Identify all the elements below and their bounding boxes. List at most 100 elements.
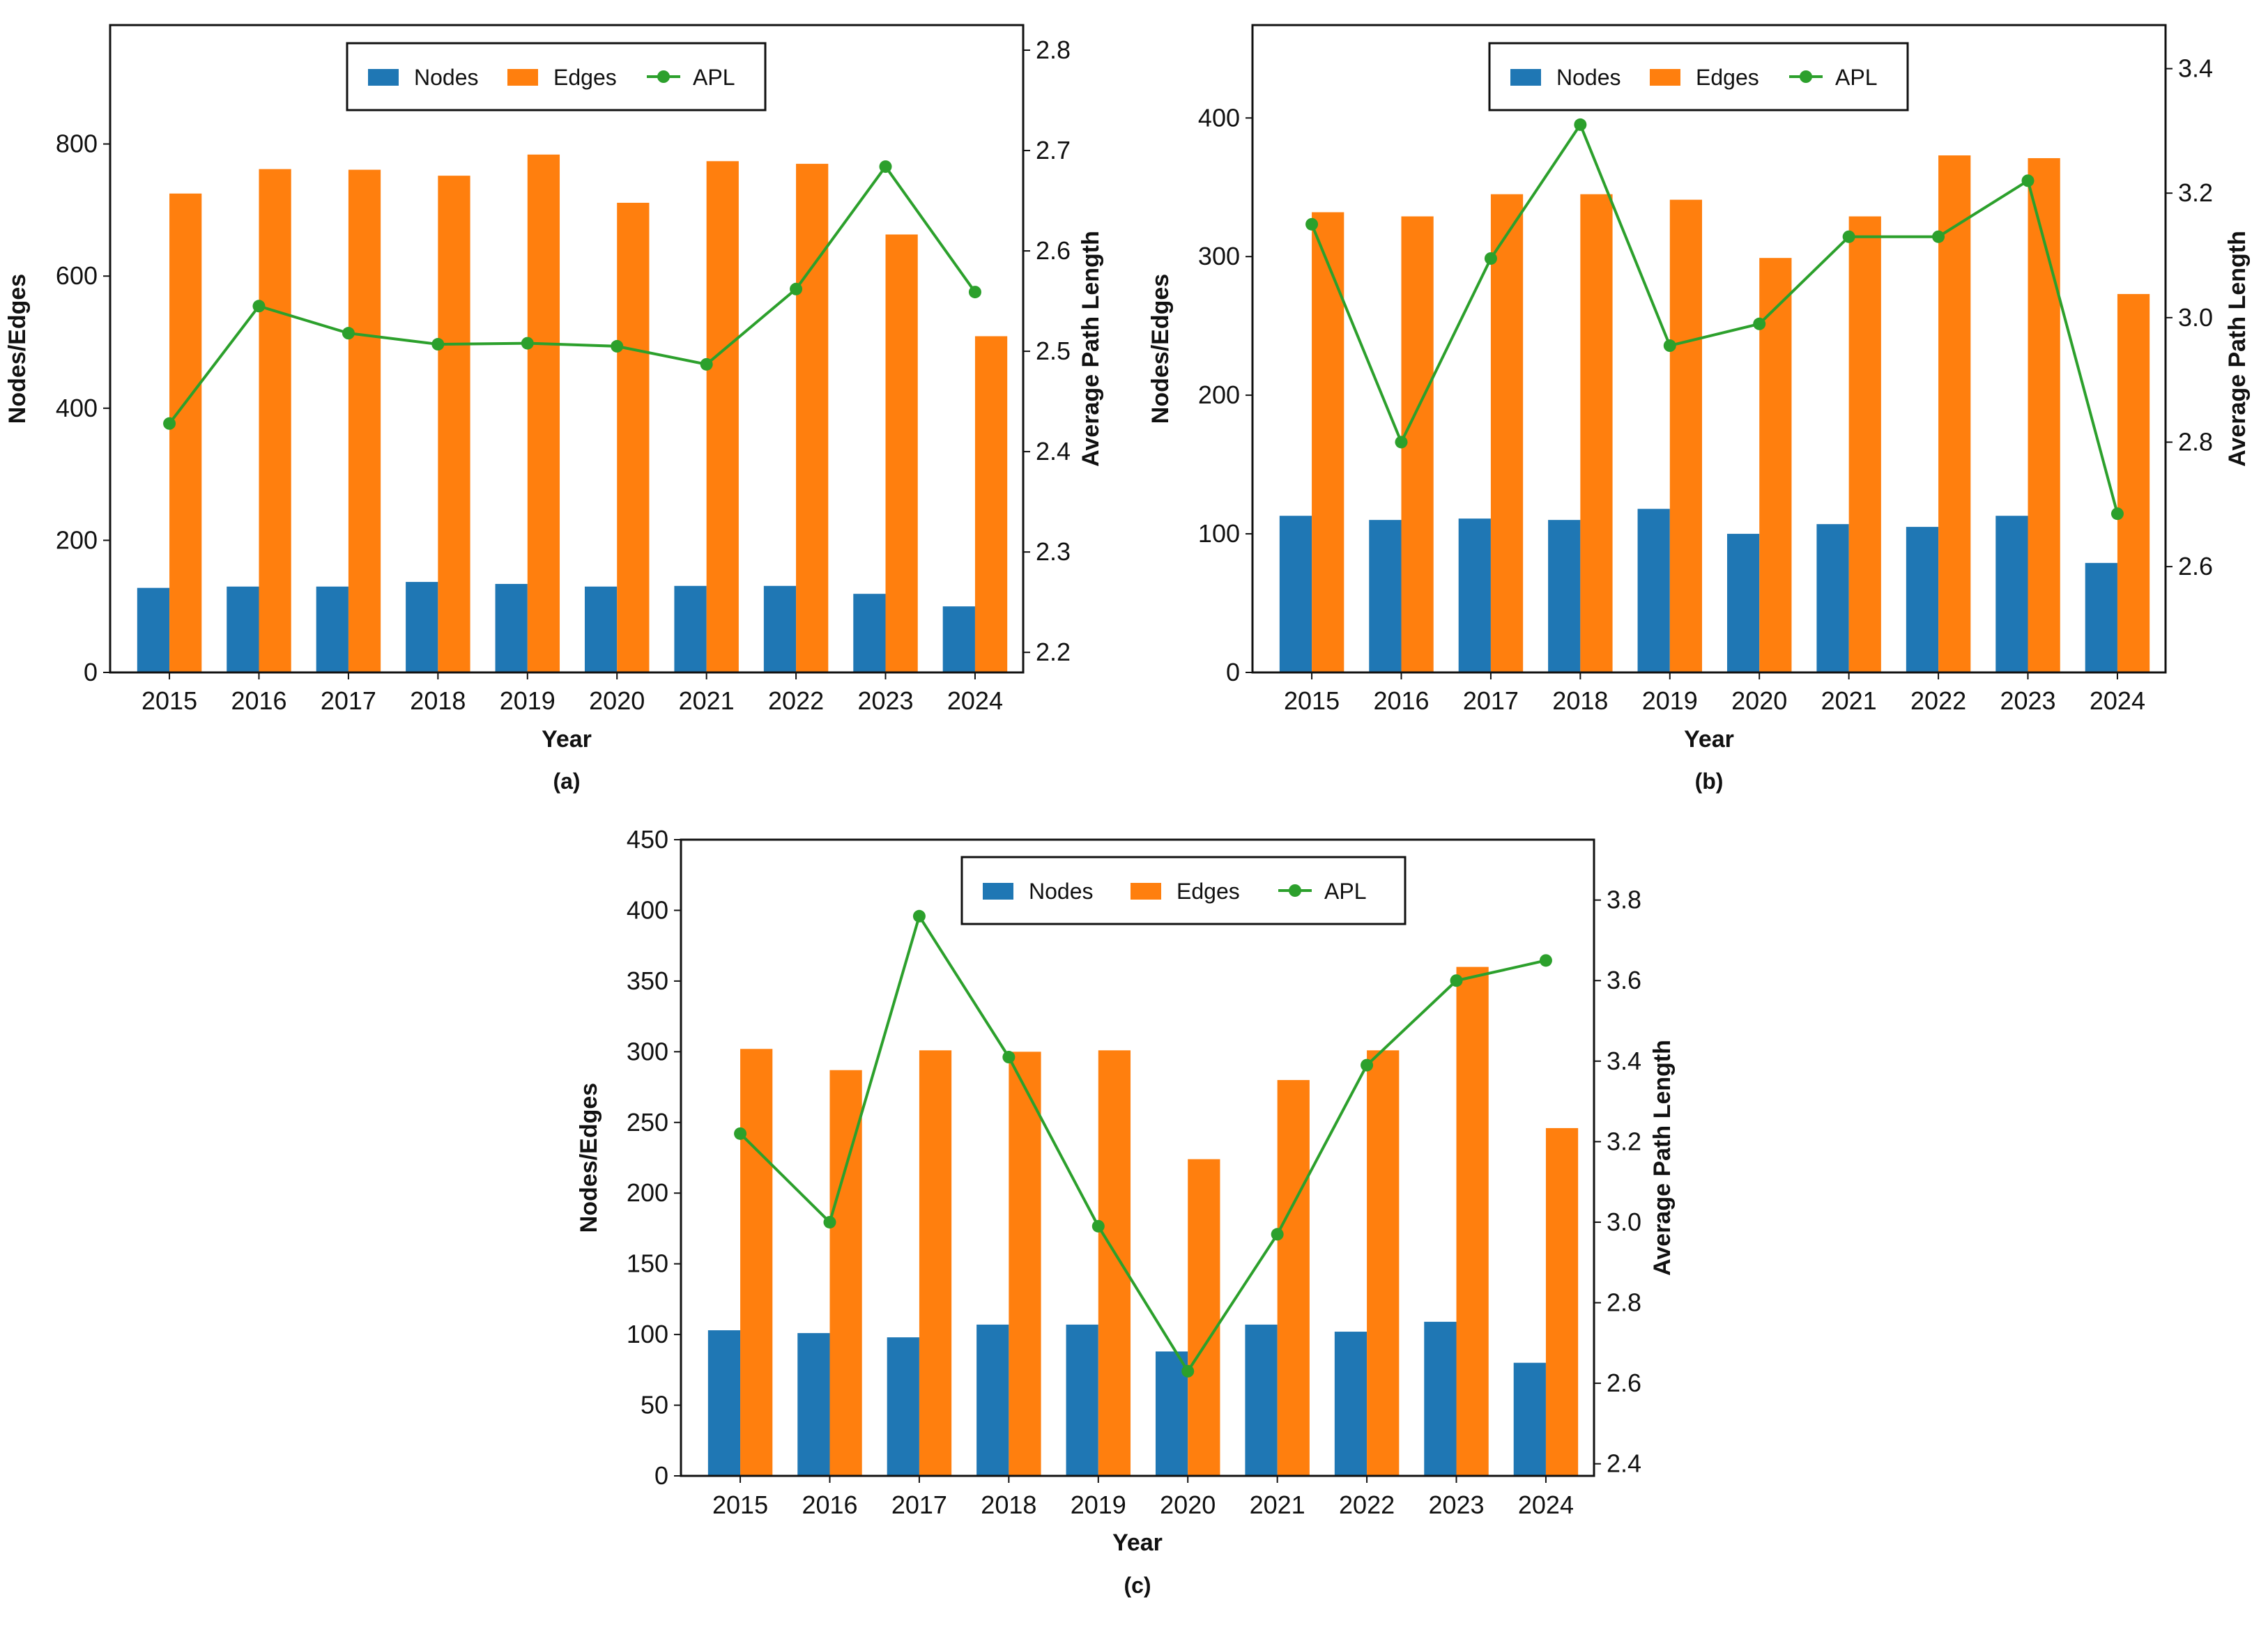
nodes-bar bbox=[1906, 527, 1939, 672]
legend-swatch-edges bbox=[1131, 883, 1161, 900]
legend: Nodes Edges APL bbox=[346, 42, 767, 111]
apl-point bbox=[1484, 252, 1497, 265]
x-tick-label: 2016 bbox=[231, 686, 286, 715]
edges-bar bbox=[438, 176, 470, 672]
apl-line bbox=[168, 164, 976, 425]
y2-tick-label: 3.2 bbox=[2178, 178, 2213, 207]
x-tick-label: 2019 bbox=[1642, 686, 1698, 715]
y-tick-label: 300 bbox=[1198, 242, 1240, 270]
edges-bar bbox=[1312, 212, 1344, 673]
y2-tick-label: 2.5 bbox=[1036, 337, 1071, 365]
apl-line bbox=[739, 912, 1547, 1374]
apl-point bbox=[1395, 436, 1408, 449]
y2-tick-label: 2.3 bbox=[1036, 537, 1071, 566]
x-tick-label: 2021 bbox=[1250, 1491, 1305, 1519]
y2-tick-label: 3.4 bbox=[1607, 1047, 1641, 1075]
nodes-bar bbox=[584, 586, 618, 672]
edges-bar bbox=[829, 1070, 862, 1476]
apl-point bbox=[1181, 1364, 1195, 1378]
nodes-bar bbox=[1995, 516, 2028, 672]
y-tick-label: 800 bbox=[56, 130, 98, 158]
x-tick-label: 2021 bbox=[679, 686, 735, 715]
apl-point bbox=[163, 417, 176, 430]
x-tick-label: 2020 bbox=[1160, 1491, 1216, 1519]
nodes-bar bbox=[976, 1324, 1009, 1476]
edges-bar bbox=[1580, 194, 1613, 672]
x-tick-label: 2021 bbox=[1821, 686, 1877, 715]
y2-tick-label: 3.6 bbox=[1607, 966, 1641, 994]
edges-bar bbox=[1009, 1052, 1041, 1476]
nodes-bar bbox=[227, 586, 259, 672]
apl-point bbox=[1753, 317, 1766, 330]
x-tick-label: 2015 bbox=[1284, 686, 1340, 715]
nodes-bar bbox=[1369, 520, 1402, 672]
apl-point bbox=[1539, 954, 1552, 967]
panel-label: (b) bbox=[1695, 769, 1724, 794]
panel-label: (a) bbox=[553, 769, 580, 794]
nodes-bar bbox=[1245, 1324, 1278, 1476]
legend-swatch-apl-marker bbox=[657, 70, 670, 83]
x-tick-label: 2023 bbox=[857, 686, 913, 715]
y-tick-label: 350 bbox=[627, 966, 668, 995]
y2-tick-label: 3.2 bbox=[1607, 1127, 1641, 1155]
y2-tick-label: 3.8 bbox=[1607, 886, 1641, 914]
apl-point bbox=[2021, 174, 2035, 187]
x-axis-title: Year bbox=[1112, 1530, 1163, 1556]
edges-bar bbox=[2117, 293, 2150, 672]
y-tick-label: 200 bbox=[56, 525, 98, 554]
nodes-bar bbox=[1424, 1321, 1457, 1476]
plot-frame bbox=[109, 24, 1025, 674]
edges-bar bbox=[1098, 1050, 1131, 1476]
legend-label-apl: APL bbox=[1835, 65, 1877, 90]
edges-bar bbox=[1669, 199, 1703, 672]
y2-tick-label: 3.4 bbox=[2178, 54, 2213, 83]
y2-tick-label: 3.0 bbox=[2178, 303, 2213, 332]
y-tick-label: 250 bbox=[627, 1108, 668, 1137]
y2-tick-label: 2.6 bbox=[2178, 552, 2213, 580]
y-tick-label: 100 bbox=[1198, 519, 1240, 548]
apl-point bbox=[790, 282, 803, 295]
apl-point bbox=[1271, 1228, 1284, 1241]
nodes-bar bbox=[2085, 562, 2117, 672]
chart-panel-a: 2015 2016 2017 2018 2019 2020 2021 2022 2023 2024… bbox=[4, 24, 1104, 794]
y2-tick-label: 2.8 bbox=[2178, 427, 2213, 456]
y-tick-label: 0 bbox=[84, 658, 98, 686]
legend-swatch-edges bbox=[507, 69, 538, 86]
x-tick-label: 2018 bbox=[1552, 686, 1608, 715]
apl-point bbox=[1091, 1219, 1105, 1233]
y2-tick-label: 2.4 bbox=[1607, 1449, 1641, 1478]
apl-point bbox=[879, 160, 892, 174]
edges-bar bbox=[919, 1050, 952, 1476]
y-tick-label: 400 bbox=[1198, 103, 1240, 132]
nodes-bar bbox=[707, 1330, 741, 1476]
y-tick-label: 0 bbox=[1226, 658, 1240, 686]
x-tick-label: 2017 bbox=[321, 686, 376, 715]
nodes-bar bbox=[797, 1333, 830, 1476]
y-tick-label: 200 bbox=[627, 1178, 668, 1207]
x-tick-label: 2015 bbox=[712, 1491, 768, 1519]
nodes-bar bbox=[1458, 518, 1491, 672]
y-tick-label: 300 bbox=[627, 1037, 668, 1065]
x-tick-label: 2015 bbox=[141, 686, 197, 715]
legend-swatch-edges bbox=[1650, 69, 1680, 86]
y-tick-label: 0 bbox=[654, 1461, 668, 1490]
apl-point bbox=[734, 1127, 747, 1140]
y2-tick-label: 2.2 bbox=[1036, 638, 1071, 666]
edges-bar bbox=[169, 193, 202, 672]
apl-point bbox=[1932, 230, 1945, 243]
apl-point bbox=[252, 300, 266, 313]
nodes-bar bbox=[763, 585, 797, 672]
edges-bar bbox=[1938, 155, 1971, 672]
nodes-bar bbox=[406, 582, 438, 672]
apl-point bbox=[700, 357, 713, 371]
nodes-bar bbox=[1066, 1324, 1098, 1476]
y-tick-label: 50 bbox=[641, 1391, 668, 1419]
legend-swatch-apl-marker bbox=[1800, 70, 1812, 83]
edges-bar bbox=[706, 161, 739, 672]
edges-bar bbox=[740, 1049, 773, 1476]
x-tick-label: 2018 bbox=[981, 1491, 1036, 1519]
nodes-bar bbox=[1513, 1362, 1546, 1476]
x-tick-label: 2016 bbox=[802, 1491, 857, 1519]
x-tick-label: 2022 bbox=[1339, 1491, 1395, 1519]
